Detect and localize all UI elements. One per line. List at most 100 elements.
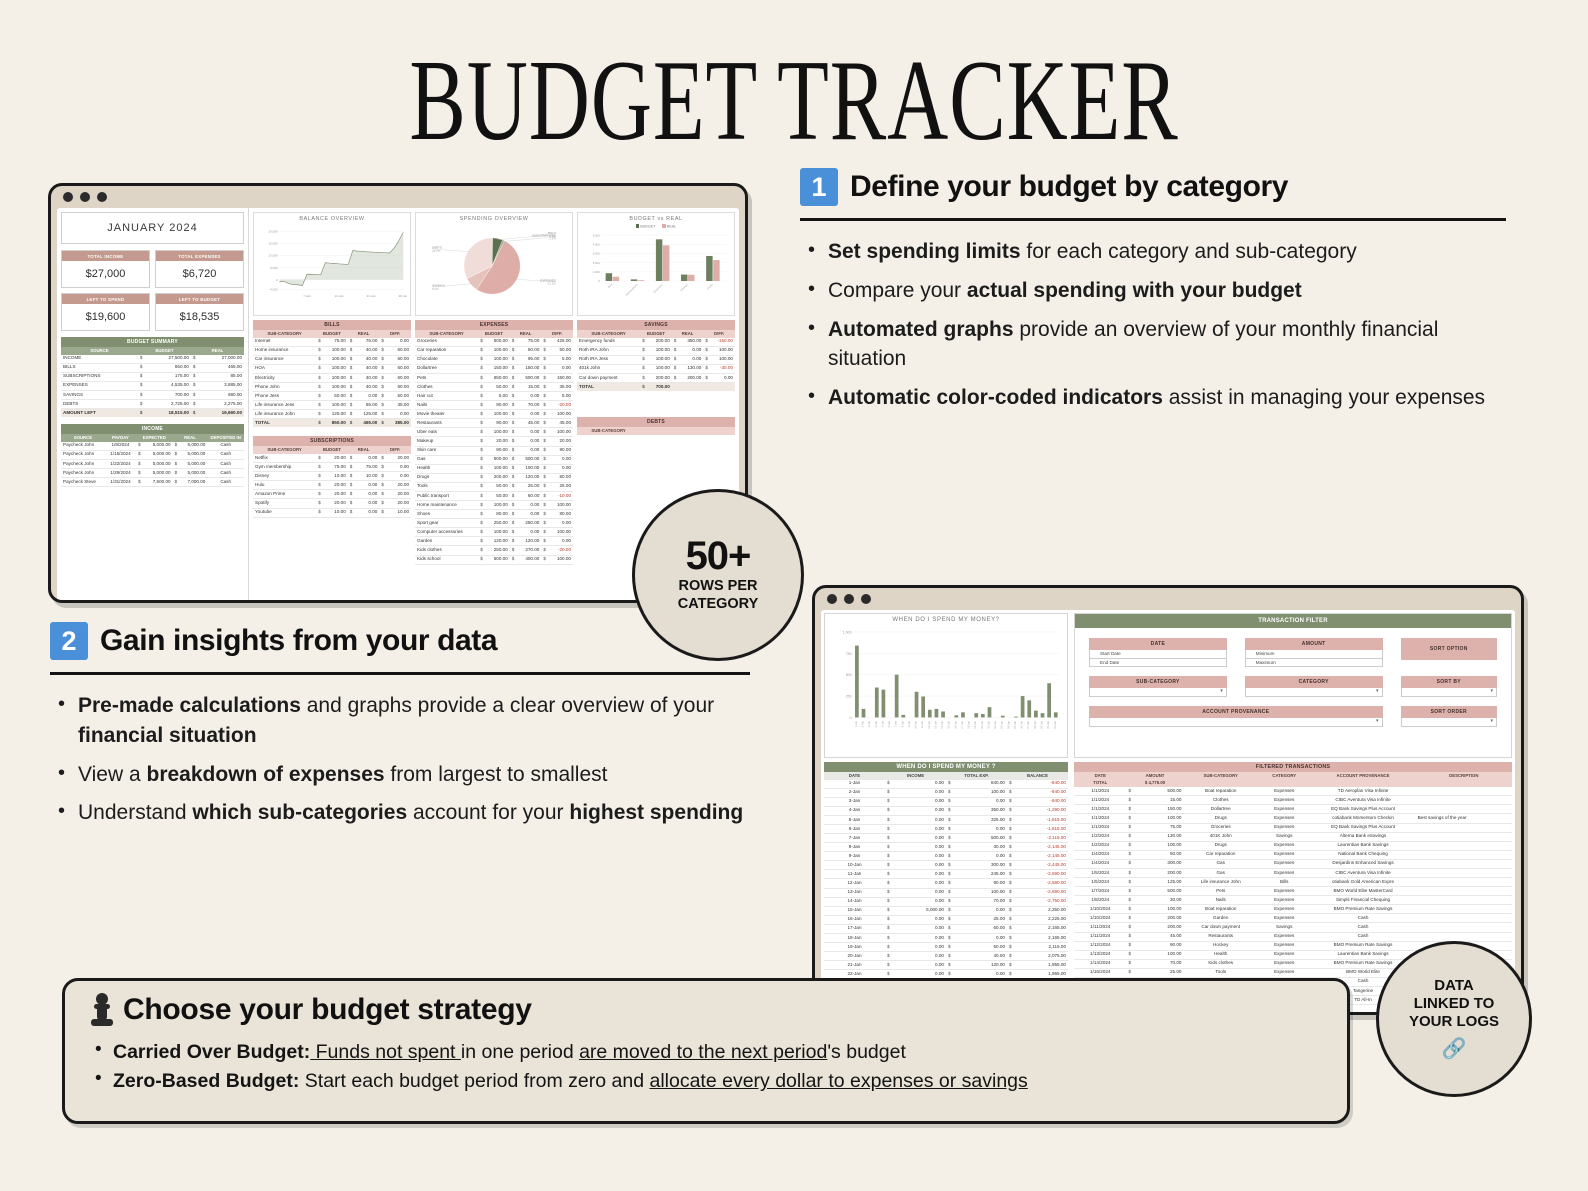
table-cell: Paycheck John <box>61 468 105 479</box>
end-date-input[interactable]: End Date <box>1089 658 1227 668</box>
table-cell: $50.00 <box>379 391 411 402</box>
budget-vs-real-svg: 0 1,000 2,000 3,000 4,000 5,000 Bills Subscript… <box>593 233 728 296</box>
table-cell: Expenses <box>1257 850 1311 860</box>
table-cell <box>1415 850 1512 860</box>
spreadsheet-canvas: WHEN DO I SPEND MY MONEY? 0 250 500 750 1,00… <box>821 610 1515 1012</box>
table-cell: $20.00 <box>379 454 411 464</box>
table-cell: Hockey <box>1183 941 1258 951</box>
close-dot-icon[interactable] <box>63 192 73 202</box>
table-cell: $200.00 <box>478 473 510 483</box>
table-cell: 15-Jan <box>824 906 885 916</box>
table-row: 1/2/2024 $130.00 401K John Savings Alterna B… <box>1074 832 1512 842</box>
start-date-input[interactable]: Start Date <box>1089 650 1227 659</box>
table-cell: Simplii Financial Chequing <box>1310 895 1416 906</box>
svg-text:250: 250 <box>846 695 852 699</box>
table-cell <box>1415 904 1512 915</box>
table-cell: $90.00 <box>1126 941 1184 951</box>
table-row: Tools $50.00 $25.00 $25.00 <box>415 482 573 492</box>
table-cell: $0.00 <box>509 436 542 447</box>
table-cell: $350.00 <box>671 337 704 347</box>
svg-text:10,000: 10,000 <box>268 254 278 258</box>
sub-category-select[interactable] <box>1089 688 1227 698</box>
table-cell: TD All-In <box>1310 995 1416 1006</box>
table-cell: $50.00 <box>541 346 573 356</box>
col-payday: PAYDAY <box>104 434 137 442</box>
table-cell: $50.00 <box>478 382 510 393</box>
table-cell: $25.00 <box>1126 968 1184 978</box>
svg-text:3-Jan: 3-Jan <box>867 720 871 727</box>
table-row: HOA $100.00 $40.00 $60.00 <box>253 364 411 374</box>
table-cell <box>1415 841 1512 851</box>
table-cell: $0.00 <box>885 842 946 853</box>
maximum-amount-input[interactable]: Maximum <box>1244 658 1383 668</box>
sort-order-select[interactable] <box>1400 718 1497 728</box>
table-cell: $1,955.00 <box>1007 960 1068 971</box>
table-cell: AMOUNT LEFT <box>61 408 138 418</box>
table-cell: 1/10/2024 <box>1074 904 1127 915</box>
table-cell: $0.00 <box>541 536 573 547</box>
account-provenance-select[interactable] <box>1089 718 1383 728</box>
table-cell: $27,000.00 <box>190 354 244 364</box>
table-cell: $0.00 <box>885 951 946 962</box>
table-cell: 19-Jan <box>824 942 885 953</box>
table-cell: $0.00 <box>885 888 946 898</box>
maximize-dot-icon[interactable] <box>97 192 107 202</box>
table-cell: TOTAL <box>577 382 641 392</box>
filter-label: SORT BY <box>1400 676 1497 689</box>
category-select[interactable] <box>1244 688 1383 698</box>
divider <box>50 672 750 675</box>
table-cell: $425.00 <box>541 337 573 347</box>
table-cell: $100.00 <box>703 346 735 356</box>
table-cell: $45.00 <box>1126 932 1184 942</box>
table-cell: $200.00 <box>1126 868 1184 879</box>
table-row: Paycheck John 1/22/2024 $5,000.00 $5,000.00… <box>61 459 244 470</box>
table-cell: $4,535.00 <box>137 381 191 391</box>
table-cell: Best savings of the year <box>1415 813 1512 824</box>
table-row: Drugs $200.00 $120.00 $80.00 <box>415 473 573 483</box>
table-cell: Health <box>415 464 479 474</box>
chart-budget-vs-real: BUDGET vs REAL BUDGET REAL 0 1,000 2,000 3,… <box>577 212 735 316</box>
table-cell: $100.00 <box>541 409 573 420</box>
table-row: 20-Jan $0.00 $40.00 $2,075.00 <box>824 951 1068 962</box>
col-date: DATE <box>1074 772 1127 780</box>
maximize-dot-icon[interactable] <box>861 594 871 604</box>
section-gain-insights: 2 Gain insights from your data Pre-made … <box>50 622 750 837</box>
filter-label: ACCOUNT PROVENANCE <box>1089 706 1383 719</box>
table-row: 12-Jan $0.00 $90.00 $ -2,580.00 <box>824 878 1068 889</box>
table-row: Skin care $90.00 $0.00 $90.00 <box>415 446 573 456</box>
svg-text:27-Jan: 27-Jan <box>1026 720 1030 728</box>
minimize-dot-icon[interactable] <box>80 192 90 202</box>
when-do-i-spend-svg: 0 250 500 750 1,000 1-Jan 2-Jan 3-Jan 4-Jan 5-Jan… <box>843 630 1060 729</box>
table-row: Garden $120.00 $120.00 $0.00 <box>415 536 573 547</box>
close-dot-icon[interactable] <box>827 594 837 604</box>
table-cell: $100.00 <box>316 382 348 393</box>
minimum-amount-input[interactable]: Minimum <box>1244 650 1383 659</box>
table-cell: 9-Jan <box>824 851 885 862</box>
table-cell: Restaurants <box>415 418 479 429</box>
sort-option-button[interactable]: SORT OPTION <box>1400 638 1497 660</box>
table-row: 1/11/2024 $45.00 Restaurants Expenses Cash <box>1074 932 1512 942</box>
sort-by-select[interactable] <box>1400 688 1497 698</box>
table-cell: 2-Jan <box>824 788 885 798</box>
table-cell: $15.00 <box>509 382 542 393</box>
svg-text:29-Jan: 29-Jan <box>1040 720 1044 728</box>
table-cell: Groceries <box>415 337 479 347</box>
month-title: JANUARY 2024 <box>61 212 244 244</box>
table-cell: $0.00 <box>347 489 380 500</box>
table-cell: $0.00 <box>671 355 704 365</box>
table-row: 6-Jan $0.00 $0.00 $ -1,615.00 <box>824 824 1068 835</box>
table-row: Youtube $10.00 $0.00 $10.00 <box>253 508 411 518</box>
col-budget: BUDGET <box>478 330 510 338</box>
table-row: 11-Jan $0.00 $245.00 $ -2,690.00 <box>824 869 1068 880</box>
bills-column: BILLS SUB-CATEGORY BUDGET REAL DIFF. Int… <box>253 320 411 596</box>
table-row: Home maintenance $100.00 $0.00 $100.00 <box>415 500 573 511</box>
table-cell: $40.00 <box>347 346 380 356</box>
table-cell: Hulu <box>253 480 317 491</box>
svg-text:31-Jan: 31-Jan <box>1053 720 1057 728</box>
budget-summary-table: BUDGET SUMMARY SOURCE BUDGET REAL INCOME… <box>61 337 244 418</box>
budget-summary-body: INCOME $27,500.00 $27,000.00 BILLS $850.00 $4… <box>61 354 244 410</box>
table-cell: $50.00 <box>1126 850 1184 860</box>
minimize-dot-icon[interactable] <box>844 594 854 604</box>
income-grid: SOURCE PAYDAY EXPECTED REAL DEPOSITED IN… <box>61 434 244 488</box>
